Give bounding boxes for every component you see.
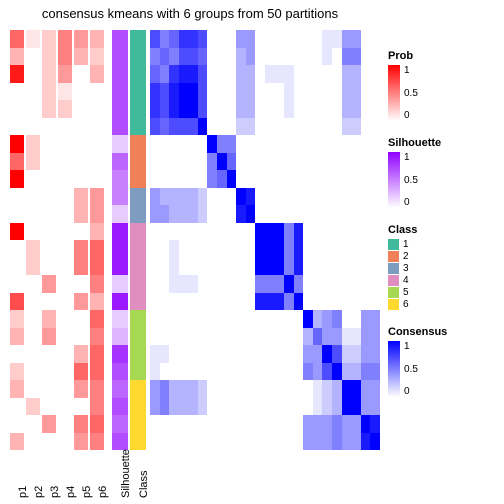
col-label-p5: p5 (81, 486, 93, 498)
heatmap-row (150, 48, 380, 66)
col-label-p2: p2 (33, 486, 45, 498)
heatmap-row (150, 30, 380, 48)
heatmap-row (150, 223, 380, 241)
heatmap-row (150, 380, 380, 398)
consensus-heatmap (150, 30, 380, 450)
legend-prob: Prob10.50 (388, 50, 500, 121)
heatmap-row (150, 205, 380, 223)
annot-col-p3 (42, 30, 56, 450)
legend-silhouette: Silhouette10.50 (388, 137, 500, 208)
legend-consensus: Consensus10.50 (388, 326, 500, 397)
annot-col-p5 (74, 30, 88, 450)
heatmap-row (150, 275, 380, 293)
col-label-p3: p3 (49, 486, 61, 498)
heatmap-row (150, 100, 380, 118)
chart-container: consensus kmeans with 6 groups from 50 p… (0, 0, 504, 504)
heatmap-row (150, 310, 380, 328)
annot-col-p1 (10, 30, 24, 450)
legends: Prob10.50 Silhouette10.50 Class123456 Conse… (388, 50, 500, 413)
col-label-p6: p6 (97, 486, 109, 498)
annot-col-p6 (90, 30, 104, 450)
heatmap-row (150, 65, 380, 83)
heatmap-row (150, 153, 380, 171)
class-col (130, 30, 146, 450)
silhouette-col (112, 30, 128, 450)
col-label-Silhouette: Silhouette (120, 449, 132, 498)
heatmap-row (150, 118, 380, 136)
heatmap-row (150, 170, 380, 188)
annot-col-p4 (58, 30, 72, 450)
col-label-Class: Class (138, 470, 150, 498)
col-label-p1: p1 (17, 486, 29, 498)
heatmap-row (150, 345, 380, 363)
heatmap-row (150, 433, 380, 451)
col-label-p4: p4 (65, 486, 77, 498)
heatmap-row (150, 188, 380, 206)
heatmap-row (150, 398, 380, 416)
chart-title: consensus kmeans with 6 groups from 50 p… (0, 6, 380, 21)
heatmap-row (150, 83, 380, 101)
heatmap-row (150, 363, 380, 381)
heatmap-row (150, 328, 380, 346)
heatmap-row (150, 240, 380, 258)
annotation-columns (10, 30, 150, 450)
heatmap-row (150, 258, 380, 276)
heatmap-row (150, 135, 380, 153)
legend-class: Class123456 (388, 224, 500, 310)
heatmap-row (150, 415, 380, 433)
heatmap-row (150, 293, 380, 311)
annot-col-p2 (26, 30, 40, 450)
